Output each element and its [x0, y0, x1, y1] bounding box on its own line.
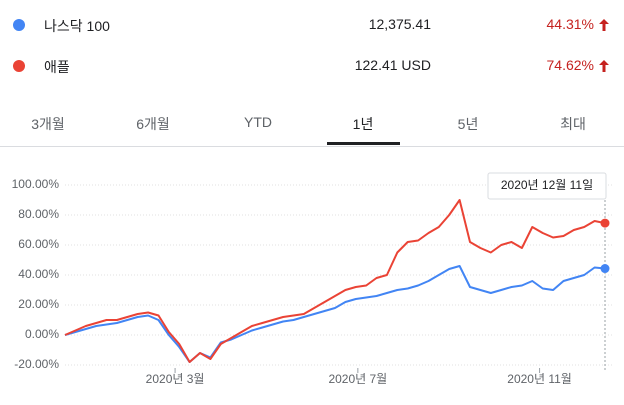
up-arrow — [599, 19, 609, 31]
legend-row: 애플 122.41 USD 74.62% — [0, 51, 624, 81]
tab[interactable]: 3개월 — [31, 116, 65, 132]
legend-dot — [13, 60, 25, 72]
tab[interactable]: 5년 — [457, 116, 479, 132]
series-line — [64, 199, 606, 363]
y-tick-label: 40.00% — [18, 267, 59, 281]
y-tick-label: 100.00% — [12, 177, 60, 191]
separator — [0, 146, 624, 147]
tooltip-box — [487, 172, 607, 200]
legend-row: 나스닥 100 12,375.41 44.31% — [0, 10, 624, 40]
tooltip: 2020년 12월 11일 — [501, 178, 593, 192]
end-point — [600, 218, 610, 228]
x-tick-label: 2020년 7월 — [328, 372, 387, 386]
selected-underline — [327, 142, 400, 145]
x-tick-label: 2020년 11월 — [507, 372, 572, 386]
legend-name: 나스닥 100 — [44, 18, 110, 34]
tab[interactable]: YTD — [244, 114, 272, 130]
tab[interactable]: 1년 — [352, 116, 374, 132]
legend-name: 애플 — [44, 59, 70, 75]
y-tick-label: 80.00% — [18, 207, 59, 221]
y-tick-label: -20.00% — [14, 357, 59, 371]
legend-change: 74.62% — [546, 57, 594, 73]
legend-change: 44.31% — [546, 16, 594, 32]
tab[interactable]: 최대 — [560, 116, 586, 132]
up-arrow — [599, 60, 609, 72]
y-tick-label: 60.00% — [18, 237, 59, 251]
x-tick-label: 2020년 3월 — [146, 372, 205, 386]
y-tick-label: 20.00% — [18, 297, 59, 311]
tab[interactable]: 6개월 — [136, 116, 170, 132]
y-tick-label: 0.00% — [25, 327, 59, 341]
legend-dot — [13, 19, 25, 31]
legend-price: 12,375.41 — [368, 16, 431, 32]
end-point — [600, 264, 610, 274]
legend-price: 122.41 USD — [354, 57, 431, 73]
series-line — [64, 265, 606, 363]
